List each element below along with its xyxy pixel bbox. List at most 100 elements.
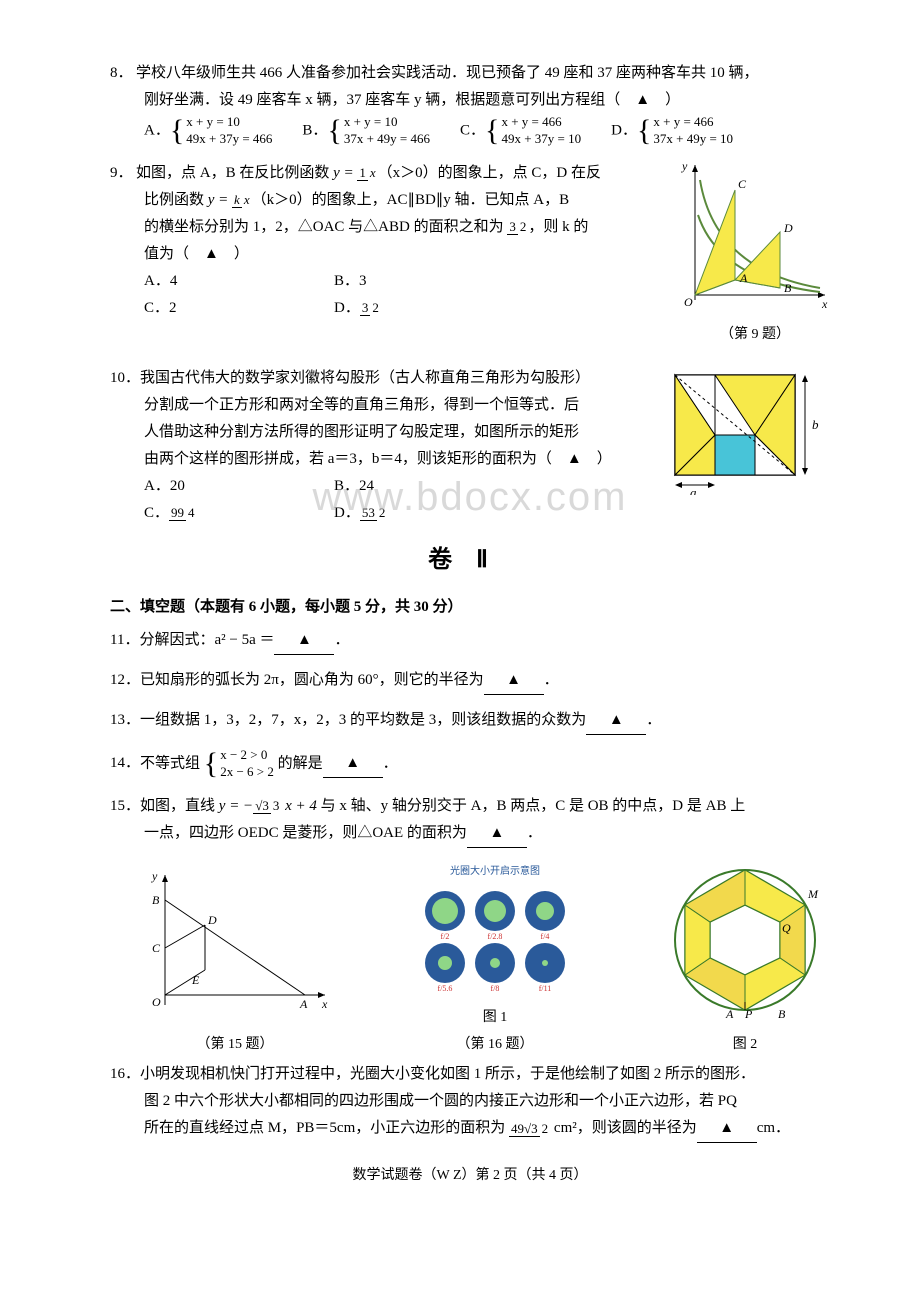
q9-t3b: ，则 k 的 bbox=[528, 219, 588, 235]
svg-text:A: A bbox=[725, 1007, 734, 1020]
svg-text:B: B bbox=[784, 281, 792, 295]
q12-blank: ▲ bbox=[484, 667, 544, 695]
q10-opt-b: B．24 bbox=[334, 473, 524, 500]
q15-figure: y x O B C D E A （第 15 题） bbox=[140, 870, 330, 1057]
q11-blank: ▲ bbox=[274, 627, 334, 655]
q9-svg: y x O A B C D bbox=[680, 160, 830, 310]
q16-figure-1: 光圈大小开启示意图 f/2 f/2.8 f/4 f/5.6 f/8 f/11 图… bbox=[420, 863, 570, 1057]
question-12: 12．已知扇形的弧长为 2π，圆心角为 60°，则它的半径为▲． bbox=[110, 667, 830, 695]
q14-text: 不等式组 bbox=[140, 755, 200, 771]
q16a-cap: 图 1 bbox=[420, 1005, 570, 1030]
q8-opt-b: B．{x + y = 1037x + 49y = 466 bbox=[302, 114, 430, 148]
q9-t3a: 的横坐标分别为 1，2，△OAC 与△ABD 的面积之和为 bbox=[144, 219, 504, 235]
q10-opt-d: D．532 bbox=[334, 500, 524, 527]
svg-text:y: y bbox=[151, 870, 158, 883]
svg-text:b: b bbox=[812, 417, 819, 432]
question-11: 11．分解因式：a² − 5a ＝▲． bbox=[110, 627, 830, 655]
svg-text:D: D bbox=[783, 221, 793, 235]
question-14: 14．不等式组 {x − 2 > 02x − 6 > 2 的解是▲． bbox=[110, 747, 830, 781]
section-2-title: 二、填空题（本题有 6 小题，每小题 5 分，共 30 分） bbox=[110, 594, 830, 621]
svg-text:C: C bbox=[738, 177, 747, 191]
q8-opt-c: C．{x + y = 46649x + 37y = 10 bbox=[460, 114, 581, 148]
svg-text:C: C bbox=[152, 941, 161, 955]
q9-t2b: （k＞0）的图象上，AC∥BD∥y 轴．已知点 A，B bbox=[252, 192, 570, 208]
q15-t1b: 与 x 轴、y 轴分别交于 A，B 两点，C 是 OB 的中点，D 是 AB 上 bbox=[317, 798, 745, 814]
q10-num: 10． bbox=[110, 365, 140, 392]
q9-t1b: （x＞0）的图象上，点 C，D 在反 bbox=[378, 165, 601, 181]
q9-figure: y x O A B C D （第 9 题） bbox=[680, 160, 830, 347]
svg-text:M: M bbox=[807, 887, 819, 901]
svg-text:B: B bbox=[152, 893, 160, 907]
q16-t2: 图 2 中六个形状大小都相同的四边形围成一个圆的内接正六边形和一个小正六边形，若… bbox=[110, 1088, 830, 1115]
q9-opt-d: D．32 bbox=[334, 295, 524, 322]
q11-text: 分解因式：a² − 5a ＝ bbox=[139, 632, 274, 648]
q10-opt-a: A．20 bbox=[144, 473, 334, 500]
q16-blank: ▲ bbox=[697, 1115, 757, 1143]
q9-t2a: 比例函数 bbox=[144, 192, 208, 208]
q16-t1: 小明发现相机快门打开过程中，光圈大小变化如图 1 所示，于是他绘制了如图 2 所… bbox=[140, 1066, 755, 1082]
q8-line1: 学校八年级师生共 466 人准备参加社会实践活动．现已预备了 49 座和 37 … bbox=[136, 65, 759, 81]
question-13: 13．一组数据 1，3，2，7，x，2，3 的平均数是 3，则该组数据的众数为▲… bbox=[110, 707, 830, 735]
q8-options: A．{x + y = 1049x + 37y = 466 B．{x + y = … bbox=[110, 114, 830, 148]
q16-t3b: cm²，则该圆的半径为 bbox=[554, 1120, 697, 1136]
q12-num: 12． bbox=[110, 667, 140, 694]
q14-blank: ▲ bbox=[323, 750, 383, 778]
svg-text:a: a bbox=[690, 485, 697, 495]
q9-t1: 如图，点 A，B 在反比例函数 bbox=[136, 165, 333, 181]
svg-text:D: D bbox=[207, 913, 217, 927]
q16b-svg: M Q A P B bbox=[660, 860, 830, 1020]
q9-opt-b: B．3 bbox=[334, 268, 524, 295]
svg-text:B: B bbox=[778, 1007, 786, 1020]
svg-text:f/4: f/4 bbox=[541, 932, 550, 941]
question-9: y x O A B C D （第 9 题） 9．如图，点 A，B 在反比例函数 … bbox=[110, 160, 830, 353]
q15-t2: 一点，四边形 OEDC 是菱形，则△OAE 的面积为 bbox=[144, 825, 467, 841]
q10-figure: b a bbox=[670, 365, 830, 505]
q13-text: 一组数据 1，3，2，7，x，2，3 的平均数是 3，则该组数据的众数为 bbox=[140, 712, 586, 728]
question-10: b a 10．我国古代伟大的数学家刘徽将勾股形（古人称直角三角形为勾股形） 分割… bbox=[110, 365, 830, 527]
q16-figure-2: M Q A P B 图 2 bbox=[660, 860, 830, 1057]
q14-num: 14． bbox=[110, 750, 140, 777]
q8-opt-a: A．{x + y = 1049x + 37y = 466 bbox=[144, 114, 272, 148]
q8-opt-d: D．{x + y = 46637x + 49y = 10 bbox=[611, 114, 733, 148]
q8-line2: 刚好坐满．设 49 座客车 x 辆，37 座客车 y 辆，根据题意可列出方程组（… bbox=[110, 87, 830, 114]
q10-t1: 我国古代伟大的数学家刘徽将勾股形（古人称直角三角形为勾股形） bbox=[140, 370, 590, 386]
svg-text:y: y bbox=[681, 160, 688, 173]
aperture-title: 光圈大小开启示意图 bbox=[420, 863, 570, 881]
q9-options: A．4 B．3 C．2 D．32 bbox=[110, 268, 524, 322]
svg-text:O: O bbox=[152, 995, 161, 1009]
q10-svg: b a bbox=[670, 365, 830, 495]
q9-opt-c: C．2 bbox=[144, 295, 334, 322]
q10-options: A．20 B．24 C．994 D．532 bbox=[110, 473, 524, 527]
svg-text:O: O bbox=[684, 295, 693, 309]
juan-title: 卷Ⅱ bbox=[110, 539, 830, 582]
svg-text:x: x bbox=[321, 997, 328, 1011]
question-16: 16．小明发现相机快门打开过程中，光圈大小变化如图 1 所示，于是他绘制了如图 … bbox=[110, 1061, 830, 1143]
svg-text:x: x bbox=[821, 297, 828, 310]
page-footer: 数学试题卷（W Z）第 2 页（共 4 页） bbox=[110, 1163, 830, 1188]
q15-svg: y x O B C D E A bbox=[140, 870, 330, 1020]
q16-num: 16． bbox=[110, 1061, 140, 1088]
question-8: 8．学校八年级师生共 466 人准备参加社会实践活动．现已预备了 49 座和 3… bbox=[110, 60, 830, 148]
svg-text:A: A bbox=[299, 997, 308, 1011]
svg-text:Q: Q bbox=[782, 921, 791, 935]
q16b-cap: 图 2 bbox=[660, 1032, 830, 1057]
svg-text:f/11: f/11 bbox=[539, 984, 552, 993]
q8-num: 8． bbox=[110, 60, 136, 87]
q16-t3a: 所在的直线经过点 M，PB＝5cm，小正六边形的面积为 bbox=[144, 1120, 505, 1136]
q10-opt-c: C．994 bbox=[144, 500, 334, 527]
q16-caption: （第 16 题） bbox=[420, 1032, 570, 1057]
exam-page: 8．学校八年级师生共 466 人准备参加社会实践活动．现已预备了 49 座和 3… bbox=[0, 0, 920, 1302]
q15-caption: （第 15 题） bbox=[140, 1032, 330, 1057]
q16a-svg: f/2 f/2.8 f/4 f/5.6 f/8 f/11 bbox=[420, 883, 570, 993]
q9-opt-a: A．4 bbox=[144, 268, 334, 295]
svg-text:A: A bbox=[739, 271, 748, 285]
svg-text:f/5.6: f/5.6 bbox=[438, 984, 453, 993]
q15-blank: ▲ bbox=[467, 820, 527, 848]
figure-row-15-16: y x O B C D E A （第 15 题） 光圈大小开启示意图 bbox=[140, 860, 830, 1057]
q12-text: 已知扇形的弧长为 2π，圆心角为 60°，则它的半径为 bbox=[140, 672, 484, 688]
question-15: 15．如图，直线 y = −√33 x + 4 与 x 轴、y 轴分别交于 A，… bbox=[110, 793, 830, 848]
svg-text:E: E bbox=[191, 973, 200, 987]
q13-blank: ▲ bbox=[586, 707, 646, 735]
q11-num: 11． bbox=[110, 627, 139, 654]
q15-num: 15． bbox=[110, 793, 140, 820]
